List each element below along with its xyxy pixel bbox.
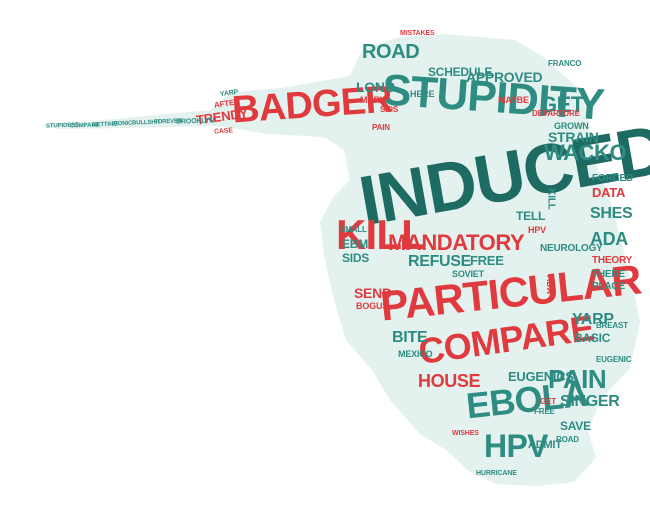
word-there: THERE bbox=[592, 269, 625, 280]
word-franco: FRANCO bbox=[548, 59, 582, 68]
word-eugenics: EUGENICS bbox=[508, 369, 574, 384]
word-case: CASE bbox=[213, 127, 234, 136]
word-schedule: SCHEDULE bbox=[428, 65, 493, 79]
word-tell: TELL bbox=[516, 209, 546, 223]
word-soviet: SOVIET bbox=[452, 269, 484, 279]
word-pain: PAIN bbox=[548, 364, 607, 394]
word-approved: APPROVED bbox=[466, 69, 543, 85]
word-save: SAVE bbox=[560, 419, 591, 433]
word-send: SEND bbox=[354, 285, 392, 301]
word-sids-small: SIDS bbox=[380, 105, 399, 114]
word-yarp: YARP bbox=[572, 311, 614, 328]
word-ada-small: ADA bbox=[544, 275, 555, 294]
word-theory: THEORY bbox=[592, 255, 633, 266]
word-data: DATA bbox=[592, 185, 626, 200]
word-maybe: MAYBE bbox=[498, 95, 529, 105]
word-pain-small: PAIN bbox=[372, 123, 390, 132]
word-hpv: HPV bbox=[484, 428, 549, 464]
word-neurology: NEUROLOGY bbox=[540, 243, 603, 254]
word-bite: BITE bbox=[392, 329, 428, 346]
word-small: SMALL bbox=[340, 225, 367, 234]
word-free-small: FREE bbox=[534, 407, 555, 416]
word-forced: FORCED bbox=[592, 173, 634, 184]
word-mexico: MEXICO bbox=[398, 349, 433, 359]
map-outline-fill bbox=[40, 34, 640, 486]
word-breast: BREAST bbox=[596, 321, 628, 330]
word-sids: SIDS bbox=[342, 251, 370, 265]
word-bogus: BOGUS bbox=[356, 301, 389, 311]
word-free: FREE bbox=[470, 253, 504, 268]
word-get: GET bbox=[540, 92, 584, 117]
word-departure: DEPARTURE bbox=[532, 109, 580, 118]
word-wacko: WACKO bbox=[544, 140, 627, 165]
word-mary: MARY bbox=[360, 95, 386, 105]
word-here: HERE bbox=[410, 89, 435, 99]
word-house: HOUSE bbox=[418, 371, 481, 391]
word-strain: STRAIN bbox=[548, 129, 599, 145]
word-ada: ADA bbox=[590, 229, 628, 249]
word-singer: SINGER bbox=[560, 393, 620, 410]
word-refuse: REFUSE bbox=[408, 253, 471, 270]
word-admit: ADMIT bbox=[528, 439, 562, 451]
word-kill-small: KILL bbox=[545, 188, 557, 210]
word-get-small: GET bbox=[540, 397, 556, 406]
word-mistakes: MISTAKES bbox=[400, 30, 435, 37]
word-eugenic: EUGENIC bbox=[596, 355, 632, 364]
word-shes: SHES bbox=[590, 205, 633, 222]
word-grown: GROWN bbox=[554, 121, 589, 131]
word-long: LONG bbox=[356, 79, 396, 95]
word-road: ROAD bbox=[362, 41, 420, 63]
word-hurricane: HURRICANE bbox=[476, 470, 517, 477]
word-mandatory: MANDATORY bbox=[388, 230, 525, 255]
word-place: PLACE bbox=[592, 281, 625, 292]
word-kill: KILL bbox=[336, 211, 427, 258]
word-wishes: WISHES bbox=[452, 430, 479, 437]
word-brooklyn: BROOKLYN bbox=[175, 117, 215, 126]
word-ebm: EBM bbox=[342, 237, 368, 251]
word-basic: BASIC bbox=[574, 331, 611, 345]
word-road-small: ROAD bbox=[556, 435, 579, 444]
word-hpv-small: HPV bbox=[528, 225, 546, 235]
word-ironic: IRONIC bbox=[111, 120, 133, 128]
